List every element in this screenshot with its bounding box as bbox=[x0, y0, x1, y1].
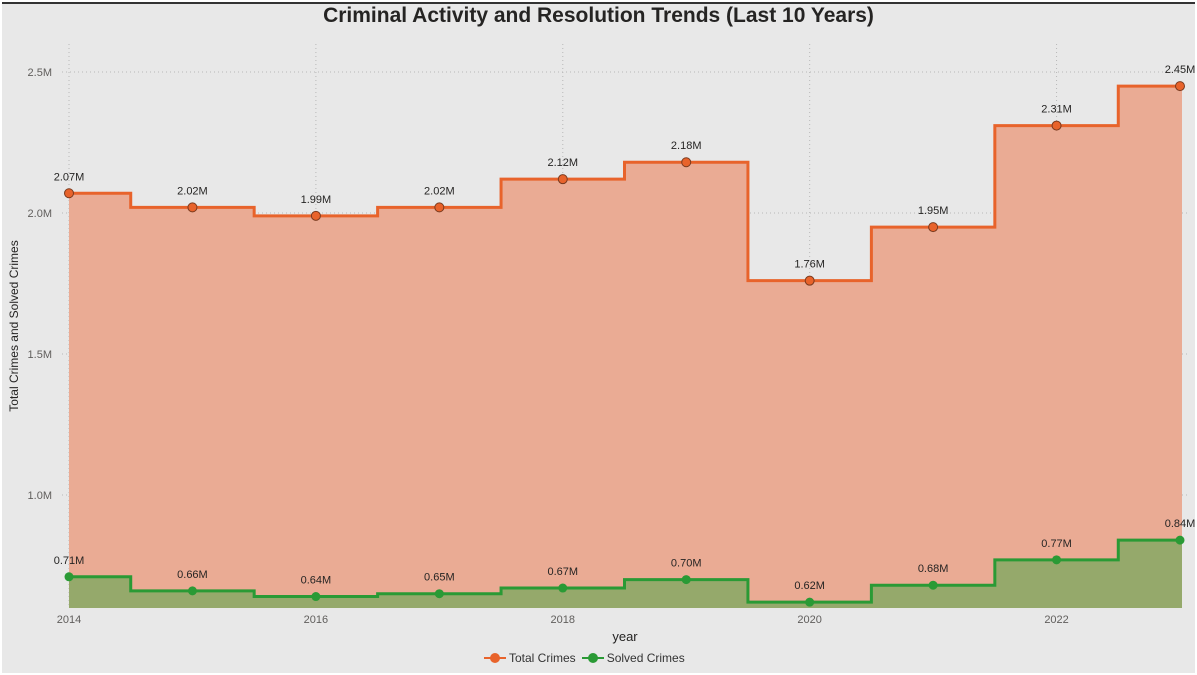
y-tick-label: 1.0M bbox=[28, 490, 52, 502]
data-point-solved-crimes bbox=[1052, 555, 1062, 565]
data-label-total-crimes: 2.45M bbox=[1165, 64, 1196, 76]
legend-label-solved-crimes: Solved Crimes bbox=[606, 651, 685, 665]
data-point-solved-crimes bbox=[681, 575, 691, 585]
y-tick-label: 2.0M bbox=[28, 208, 52, 220]
legend-marker-solved-crimes-icon bbox=[581, 652, 604, 664]
data-label-total-crimes: 2.31M bbox=[1041, 104, 1072, 116]
data-point-solved-crimes bbox=[558, 583, 568, 593]
data-point-total-crimes bbox=[804, 275, 815, 286]
data-label-solved-crimes: 0.84M bbox=[1165, 518, 1196, 530]
data-label-total-crimes: 1.99M bbox=[301, 194, 332, 206]
x-tick-label: 2020 bbox=[797, 614, 821, 626]
y-tick-label: 2.5M bbox=[28, 67, 52, 79]
legend-item-total-crimes[interactable]: Total Crimes bbox=[484, 651, 576, 665]
y-tick-label: 1.5M bbox=[28, 349, 52, 361]
data-point-total-crimes bbox=[187, 202, 198, 213]
data-point-solved-crimes bbox=[1175, 535, 1185, 545]
area-solved-crimes bbox=[69, 540, 1182, 608]
x-tick-label: 2022 bbox=[1044, 614, 1068, 626]
data-point-total-crimes bbox=[557, 174, 568, 185]
legend: Total Crimes Solved Crimes bbox=[484, 650, 691, 666]
data-label-total-crimes: 2.02M bbox=[177, 185, 208, 197]
x-tick-label: 2018 bbox=[551, 614, 575, 626]
data-label-solved-crimes: 0.77M bbox=[1041, 538, 1072, 550]
legend-label-total-crimes: Total Crimes bbox=[509, 651, 576, 665]
x-tick-label: 2014 bbox=[57, 614, 81, 626]
chart-title: Criminal Activity and Resolution Trends … bbox=[323, 4, 874, 27]
data-point-total-crimes bbox=[64, 188, 74, 199]
data-point-total-crimes bbox=[310, 210, 321, 221]
data-label-solved-crimes: 0.67M bbox=[547, 566, 578, 578]
data-label-total-crimes: 1.76M bbox=[794, 259, 825, 271]
data-label-solved-crimes: 0.64M bbox=[301, 575, 332, 587]
data-label-total-crimes: 1.95M bbox=[918, 205, 949, 217]
data-point-solved-crimes bbox=[805, 597, 815, 607]
x-tick-label: 2016 bbox=[304, 614, 328, 626]
data-point-total-crimes bbox=[681, 157, 692, 168]
legend-marker-total-crimes-icon bbox=[484, 652, 506, 664]
data-label-solved-crimes: 0.68M bbox=[918, 563, 949, 575]
legend-item-solved-crimes[interactable]: Solved Crimes bbox=[581, 651, 685, 665]
data-label-total-crimes: 2.18M bbox=[671, 140, 702, 152]
y-axis-title: Total Crimes and Solved Crimes bbox=[7, 240, 21, 412]
data-label-solved-crimes: 0.71M bbox=[54, 555, 85, 567]
data-point-solved-crimes bbox=[187, 586, 197, 596]
data-point-total-crimes bbox=[1051, 120, 1062, 131]
data-label-solved-crimes: 0.62M bbox=[794, 580, 825, 592]
data-label-total-crimes: 2.12M bbox=[547, 157, 578, 169]
data-label-total-crimes: 2.07M bbox=[54, 171, 85, 183]
data-point-solved-crimes bbox=[311, 592, 321, 602]
data-point-solved-crimes bbox=[928, 580, 938, 590]
data-label-solved-crimes: 0.66M bbox=[177, 569, 208, 581]
data-point-solved-crimes bbox=[434, 589, 444, 599]
data-point-solved-crimes bbox=[64, 572, 74, 582]
data-point-total-crimes bbox=[434, 202, 445, 213]
x-axis-title: year bbox=[612, 629, 638, 644]
data-label-solved-crimes: 0.65M bbox=[424, 572, 455, 584]
data-label-total-crimes: 2.02M bbox=[424, 185, 455, 197]
series-line-solved-crimes bbox=[69, 538, 1182, 604]
data-point-total-crimes bbox=[1175, 81, 1185, 92]
data-label-solved-crimes: 0.70M bbox=[671, 558, 702, 570]
data-point-total-crimes bbox=[928, 222, 939, 233]
series-line-total-crimes bbox=[69, 84, 1182, 283]
